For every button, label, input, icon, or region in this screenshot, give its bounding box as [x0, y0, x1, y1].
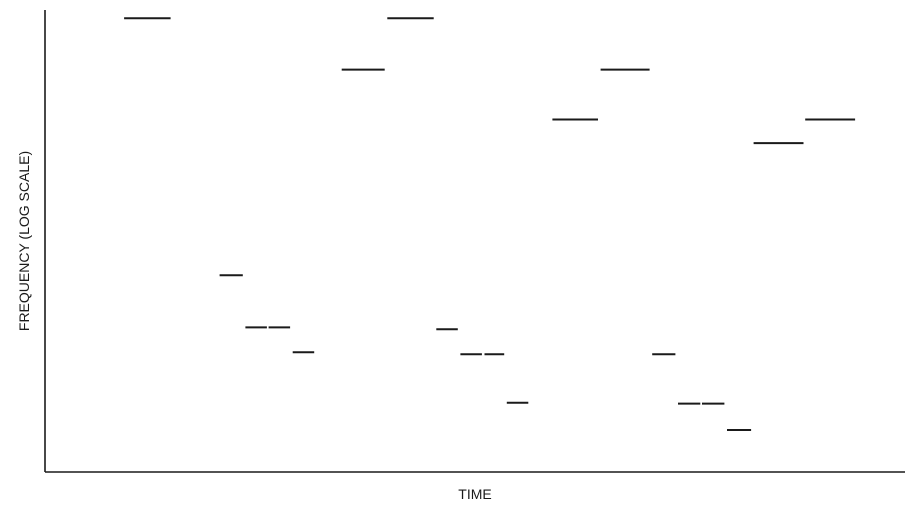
y-axis-label: FREQUENCY (LOG SCALE) [16, 151, 32, 331]
tone-segments [124, 17, 856, 431]
x-axis-label: TIME [458, 486, 491, 502]
chart-axes [44, 10, 905, 473]
